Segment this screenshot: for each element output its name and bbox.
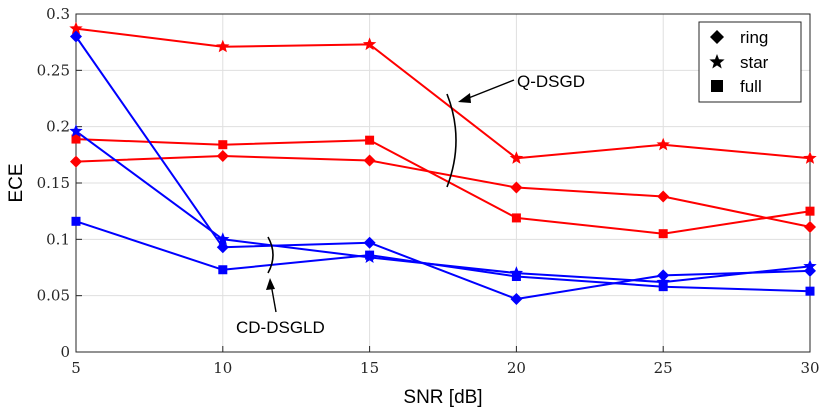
data-point-cd-dsgld-star — [803, 259, 817, 272]
y-tick-label: 0.05 — [37, 287, 70, 305]
legend-diamond-icon — [710, 30, 724, 44]
legend-label-full: full — [740, 77, 762, 96]
data-point-cd-dsgld-full — [218, 265, 228, 275]
series-markers — [69, 21, 817, 306]
axis-ticks: 5 10 15 20 25 30 0 0.05 0.1 0.15 0.2 0.25 0.3 — [37, 5, 820, 377]
x-tick-label: 20 — [507, 359, 526, 377]
data-point-cd-dsgld-ring — [510, 293, 523, 306]
data-point-cd-dsgld-full — [71, 216, 81, 226]
data-point-q-dsgd-star — [362, 37, 377, 51]
cd-dsgld-bracket — [267, 236, 274, 274]
series-line-cd-dsgld-ring — [75, 35, 811, 300]
data-point-cd-dsgld-full — [658, 282, 668, 292]
data-point-q-dsgd-star — [656, 137, 670, 151]
y-axis-title: ECE — [6, 163, 27, 202]
data-point-q-dsgd-full — [218, 140, 228, 150]
data-point-cd-dsgld-ring — [70, 30, 82, 43]
x-tick-label: 30 — [800, 359, 819, 377]
data-point-q-dsgd-ring — [216, 149, 229, 162]
cd-dsgld-arrow-head — [266, 278, 275, 290]
x-tick-label: 15 — [360, 359, 379, 377]
data-point-cd-dsgld-full — [805, 286, 815, 296]
data-point-q-dsgd-star — [69, 21, 83, 35]
x-tick-label: 10 — [213, 359, 232, 377]
data-point-q-dsgd-ring — [804, 220, 816, 233]
data-point-q-dsgd-ring — [510, 181, 523, 194]
data-point-cd-dsgld-ring — [363, 236, 376, 249]
y-tick-label: 0.2 — [46, 118, 70, 136]
data-point-q-dsgd-ring — [70, 155, 82, 168]
q-dsgd-arrow-head — [458, 93, 471, 103]
data-point-cd-dsgld-star — [69, 124, 83, 137]
data-point-q-dsgd-full — [71, 134, 81, 144]
data-point-q-dsgd-full — [658, 229, 668, 239]
legend-square-icon — [711, 80, 723, 92]
series-lines — [75, 27, 811, 300]
grid-lines — [76, 14, 810, 352]
data-point-q-dsgd-ring — [363, 154, 376, 167]
series-line-q-dsgd-star — [75, 27, 811, 160]
data-point-q-dsgd-star — [216, 39, 230, 53]
cd-dsgld-annotation: CD-DSGLD — [236, 236, 325, 337]
y-tick-label: 0.1 — [46, 230, 70, 248]
legend-label-ring: ring — [740, 28, 768, 47]
data-point-cd-dsgld-full — [365, 250, 375, 260]
legend-star-icon — [709, 54, 725, 69]
legend: ring star full — [698, 21, 802, 103]
legend-label-star: star — [740, 53, 769, 72]
data-point-cd-dsgld-full — [511, 272, 521, 282]
data-point-q-dsgd-star — [509, 151, 524, 164]
q-dsgd-bracket — [446, 93, 457, 188]
data-point-cd-dsgld-star — [656, 275, 670, 288]
y-tick-label: 0 — [60, 343, 70, 361]
q-dsgd-label: Q-DSGD — [517, 72, 585, 91]
series-line-q-dsgd-full — [75, 138, 811, 235]
data-point-q-dsgd-ring — [657, 190, 670, 203]
data-point-q-dsgd-star — [803, 151, 817, 164]
data-point-q-dsgd-full — [805, 206, 815, 216]
x-tick-label: 5 — [71, 359, 81, 377]
y-tick-label: 0.15 — [37, 174, 70, 192]
y-tick-label: 0.25 — [37, 61, 70, 79]
q-dsgd-annotation: Q-DSGD — [446, 72, 585, 188]
series-line-cd-dsgld-star — [75, 130, 811, 284]
x-tick-label: 25 — [654, 359, 673, 377]
x-axis-title: SNR [dB] — [403, 387, 482, 408]
series-line-q-dsgd-ring — [75, 155, 811, 228]
data-point-cd-dsgld-ring — [216, 241, 229, 254]
series-line-cd-dsgld-full — [75, 220, 811, 293]
data-point-q-dsgd-full — [365, 135, 375, 145]
cd-dsgld-label: CD-DSGLD — [236, 318, 325, 337]
data-point-q-dsgd-full — [511, 213, 521, 223]
y-tick-label: 0.3 — [46, 5, 70, 23]
data-point-cd-dsgld-star — [216, 232, 230, 245]
